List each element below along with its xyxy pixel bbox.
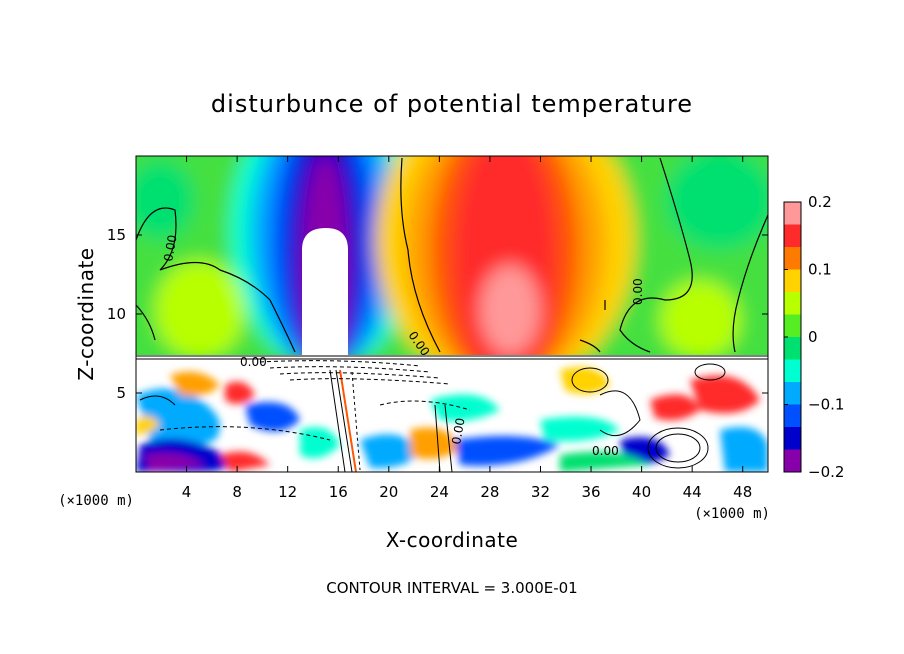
colorbar-swatch xyxy=(784,314,801,338)
colorbar-swatch xyxy=(784,269,801,293)
y-unit-label: (×1000 m) xyxy=(58,493,134,509)
contour-label: 0.00 xyxy=(631,278,645,305)
colorbar-swatch xyxy=(784,292,801,315)
colorbar-tick-label: 0.1 xyxy=(808,261,832,279)
contour-label: 0.00 xyxy=(449,417,467,446)
colorbar-swatch xyxy=(784,449,801,473)
colorbar-tick-label: −0.1 xyxy=(808,396,844,414)
x-tick-label: 44 xyxy=(683,483,702,501)
x-tick-label: 32 xyxy=(531,483,550,501)
y-tick-label: 5 xyxy=(116,384,126,402)
colorbar-swatch xyxy=(784,359,801,383)
colorbar-swatch xyxy=(784,427,801,450)
x-unit-label: (×1000 m) xyxy=(694,506,770,522)
contour-label: 0.00 xyxy=(592,444,619,458)
x-axis-label: X-coordinate xyxy=(386,528,519,552)
x-tick-label: 28 xyxy=(480,483,499,501)
chart-title: disturbunce of potential temperature xyxy=(211,90,693,118)
y-tick-label: 15 xyxy=(107,226,126,244)
colorbar-tick-label: 0 xyxy=(808,328,818,346)
colorbar-tick-label: 0.2 xyxy=(808,193,832,211)
y-axis-label: Z-coordinate xyxy=(74,247,98,380)
lower-field xyxy=(136,367,768,472)
x-tick-label: 24 xyxy=(430,483,449,501)
colorbar-swatch xyxy=(784,404,801,428)
x-tick-label: 8 xyxy=(232,483,242,501)
colorbar-swatch xyxy=(784,224,801,248)
x-tick-label: 36 xyxy=(581,483,600,501)
x-axis: 4 8 12 16 20 24 28 32 36 40 44 48 xyxy=(182,156,752,501)
colorbar-swatch xyxy=(784,382,801,405)
x-tick-label: 48 xyxy=(733,483,752,501)
colorbar-swatch xyxy=(784,247,801,270)
contour-label: 0.00 xyxy=(240,355,267,369)
x-tick-label: 12 xyxy=(278,483,297,501)
x-tick-label: 40 xyxy=(632,483,651,501)
colorbar-tick-label: −0.2 xyxy=(808,463,844,481)
upper-field xyxy=(136,156,768,390)
colorbar: 0.2 0.1 0 −0.1 −0.2 xyxy=(783,193,844,481)
x-tick-label: 20 xyxy=(379,483,398,501)
y-axis: 5 10 15 xyxy=(107,226,768,402)
colorbar-swatch xyxy=(784,202,801,225)
contour-label: 0.00 xyxy=(161,234,179,263)
plot-area xyxy=(136,156,768,472)
y-tick-label: 10 xyxy=(107,305,126,323)
x-tick-label: 4 xyxy=(182,483,192,501)
zero-contours xyxy=(136,157,768,353)
colorbar-swatch xyxy=(784,337,801,360)
contour-interval-note: CONTOUR INTERVAL = 3.000E-01 xyxy=(326,579,577,597)
x-tick-label: 16 xyxy=(329,483,348,501)
